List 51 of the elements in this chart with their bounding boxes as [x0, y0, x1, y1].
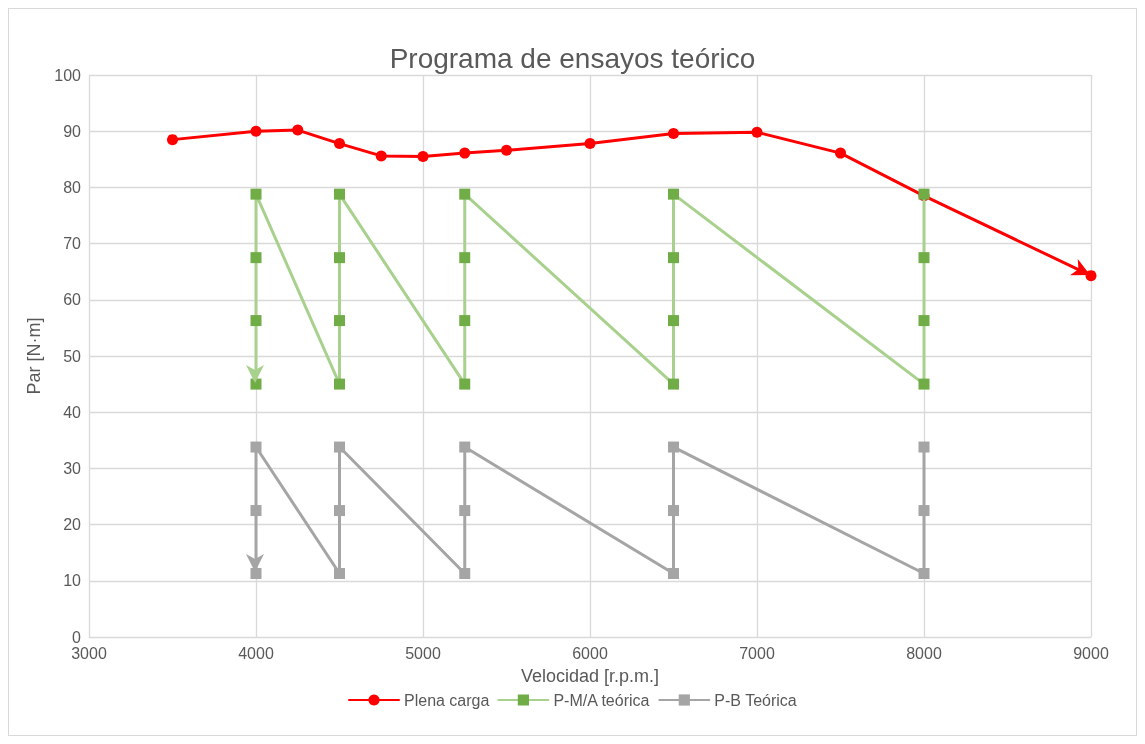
point [334, 138, 345, 150]
x-tick-label: 3000 [71, 644, 107, 662]
point [584, 138, 596, 150]
point [751, 126, 763, 138]
x-tick-label: 5000 [405, 644, 441, 662]
point [334, 441, 345, 453]
point [459, 441, 471, 453]
point [501, 144, 512, 156]
point [334, 567, 345, 579]
point [459, 505, 471, 517]
point [668, 127, 679, 139]
point [375, 150, 387, 162]
point [250, 505, 262, 517]
y-tick-label: 80 [63, 178, 82, 196]
y-tick-label: 10 [63, 572, 82, 590]
x-tick-label: 4000 [238, 644, 274, 662]
point [918, 505, 930, 517]
point [668, 441, 679, 453]
legend-label: P-M/A teórica [553, 691, 650, 709]
y-tick-label: 100 [54, 66, 82, 84]
point [417, 150, 429, 162]
x-tick-label: 9000 [1073, 644, 1109, 662]
point [918, 441, 930, 453]
point [918, 567, 930, 579]
y-tick-label: 60 [63, 291, 82, 309]
x-tick-label: 8000 [906, 644, 942, 662]
y-tick-label: 0 [72, 628, 82, 646]
point [250, 125, 262, 137]
chart-title: Programa de ensayos teórico [389, 42, 756, 74]
x-tick-label: 7000 [739, 644, 775, 662]
point [292, 124, 304, 136]
point [668, 567, 679, 579]
point [250, 567, 262, 579]
point [835, 147, 846, 159]
y-tick-label: 90 [63, 122, 82, 140]
point [459, 567, 471, 579]
y-tick-label: 70 [63, 235, 82, 253]
point [459, 147, 471, 159]
legend-label: P-B Teórica [714, 691, 797, 709]
x-tick-label: 6000 [572, 644, 608, 662]
legend-label: Plena carga [404, 691, 490, 709]
y-tick-label: 30 [63, 459, 82, 477]
x-axis-title: Velocidad [r.p.m.] [520, 666, 660, 686]
y-tick-label: 40 [63, 403, 82, 421]
point [167, 134, 178, 146]
y-tick-label: 20 [63, 516, 82, 534]
point [250, 441, 262, 453]
y-axis-title: Par [N·m] [24, 317, 45, 395]
point [334, 505, 345, 517]
y-tick-label: 50 [63, 347, 82, 365]
point [668, 505, 679, 517]
